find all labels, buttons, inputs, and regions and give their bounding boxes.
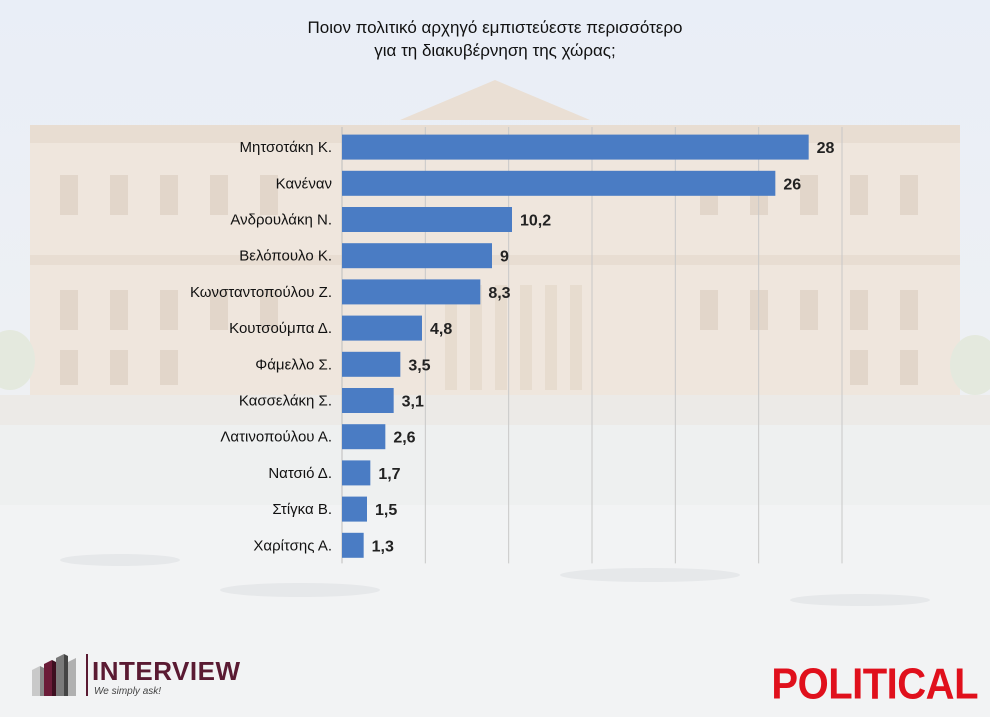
- value-label: 2,6: [393, 430, 415, 447]
- category-label: Κωνσταντοπούλου Ζ.: [190, 284, 332, 301]
- value-label: 1,3: [372, 538, 394, 555]
- bar: [342, 207, 512, 232]
- category-label: Φάμελλο Σ.: [255, 356, 332, 373]
- value-label: 8,3: [488, 285, 510, 302]
- bar: [342, 351, 401, 377]
- value-label: 3,1: [402, 394, 424, 411]
- interview-logo: INTERVIEW We simply ask!: [30, 650, 260, 702]
- category-label: Μητσοτάκη Κ.: [239, 139, 332, 156]
- value-label: 28: [817, 140, 835, 157]
- value-label: 26: [783, 176, 801, 193]
- category-label: Στίγκα Β.: [272, 501, 332, 518]
- interview-name: INTERVIEW: [92, 656, 241, 686]
- category-label: Κασσελάκη Σ.: [239, 393, 332, 410]
- chart-title: Ποιον πολιτικό αρχηγό εμπιστεύεστε περισ…: [0, 16, 990, 62]
- category-label: Βελόπουλο Κ.: [239, 248, 332, 265]
- bar: [342, 424, 386, 450]
- value-label: 9: [500, 249, 509, 266]
- bar: [342, 532, 364, 558]
- bar: [342, 496, 367, 522]
- category-label: Λατινοπούλου Α.: [220, 429, 332, 446]
- value-label: 1,5: [375, 502, 397, 519]
- category-label: Κανέναν: [276, 175, 332, 192]
- bar: [342, 170, 776, 196]
- category-label: Νατσιό Δ.: [268, 465, 332, 482]
- value-label: 3,5: [408, 357, 430, 374]
- category-label: Ανδρουλάκη Ν.: [230, 212, 332, 229]
- bar: [342, 134, 809, 160]
- bar: [342, 460, 371, 486]
- bar: [342, 315, 422, 341]
- category-label: Χαρίτσης Α.: [253, 537, 332, 554]
- bar: [342, 243, 492, 269]
- category-label: Κουτσούμπα Δ.: [229, 320, 332, 337]
- bar: [342, 279, 481, 305]
- chart-title-line-2: για τη διακυβέρνηση της χώρας;: [374, 41, 616, 60]
- interview-bars-icon: [32, 654, 76, 696]
- value-label: 1,7: [378, 466, 400, 483]
- value-label: 10,2: [520, 213, 551, 230]
- political-logo: POLITICAL: [771, 660, 978, 709]
- interview-tagline: We simply ask!: [94, 686, 162, 697]
- interview-divider: [86, 654, 88, 696]
- chart-title-line-1: Ποιον πολιτικό αρχηγό εμπιστεύεστε περισ…: [307, 18, 683, 37]
- value-label: 4,8: [430, 321, 452, 338]
- bar: [342, 388, 394, 413]
